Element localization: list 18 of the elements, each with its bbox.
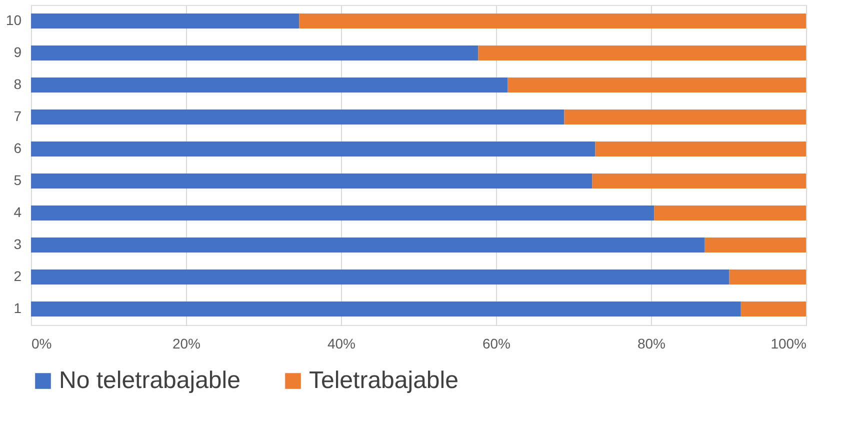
legend-label: No teletrabajable [59,367,240,394]
y-tick-label: 10 [6,12,22,28]
x-tick-label: 40% [327,336,356,352]
y-tick-label: 8 [14,76,22,92]
y-tick-label: 2 [14,268,22,284]
y-tick-label: 3 [14,236,22,252]
y-tick-label: 5 [14,172,22,188]
legend-label: Teletrabajable [309,367,458,394]
y-tick-label: 6 [14,140,22,156]
y-tick-label: 9 [14,44,22,60]
x-tick-label: 60% [482,336,511,352]
y-tick-label: 4 [14,204,22,220]
x-tick-label: 0% [32,336,52,352]
x-tick-label: 20% [172,336,201,352]
y-tick-label: 7 [14,108,22,124]
y-tick-label: 1 [14,300,22,316]
x-tick-label: 100% [770,336,806,352]
x-tick-label: 80% [637,336,666,352]
